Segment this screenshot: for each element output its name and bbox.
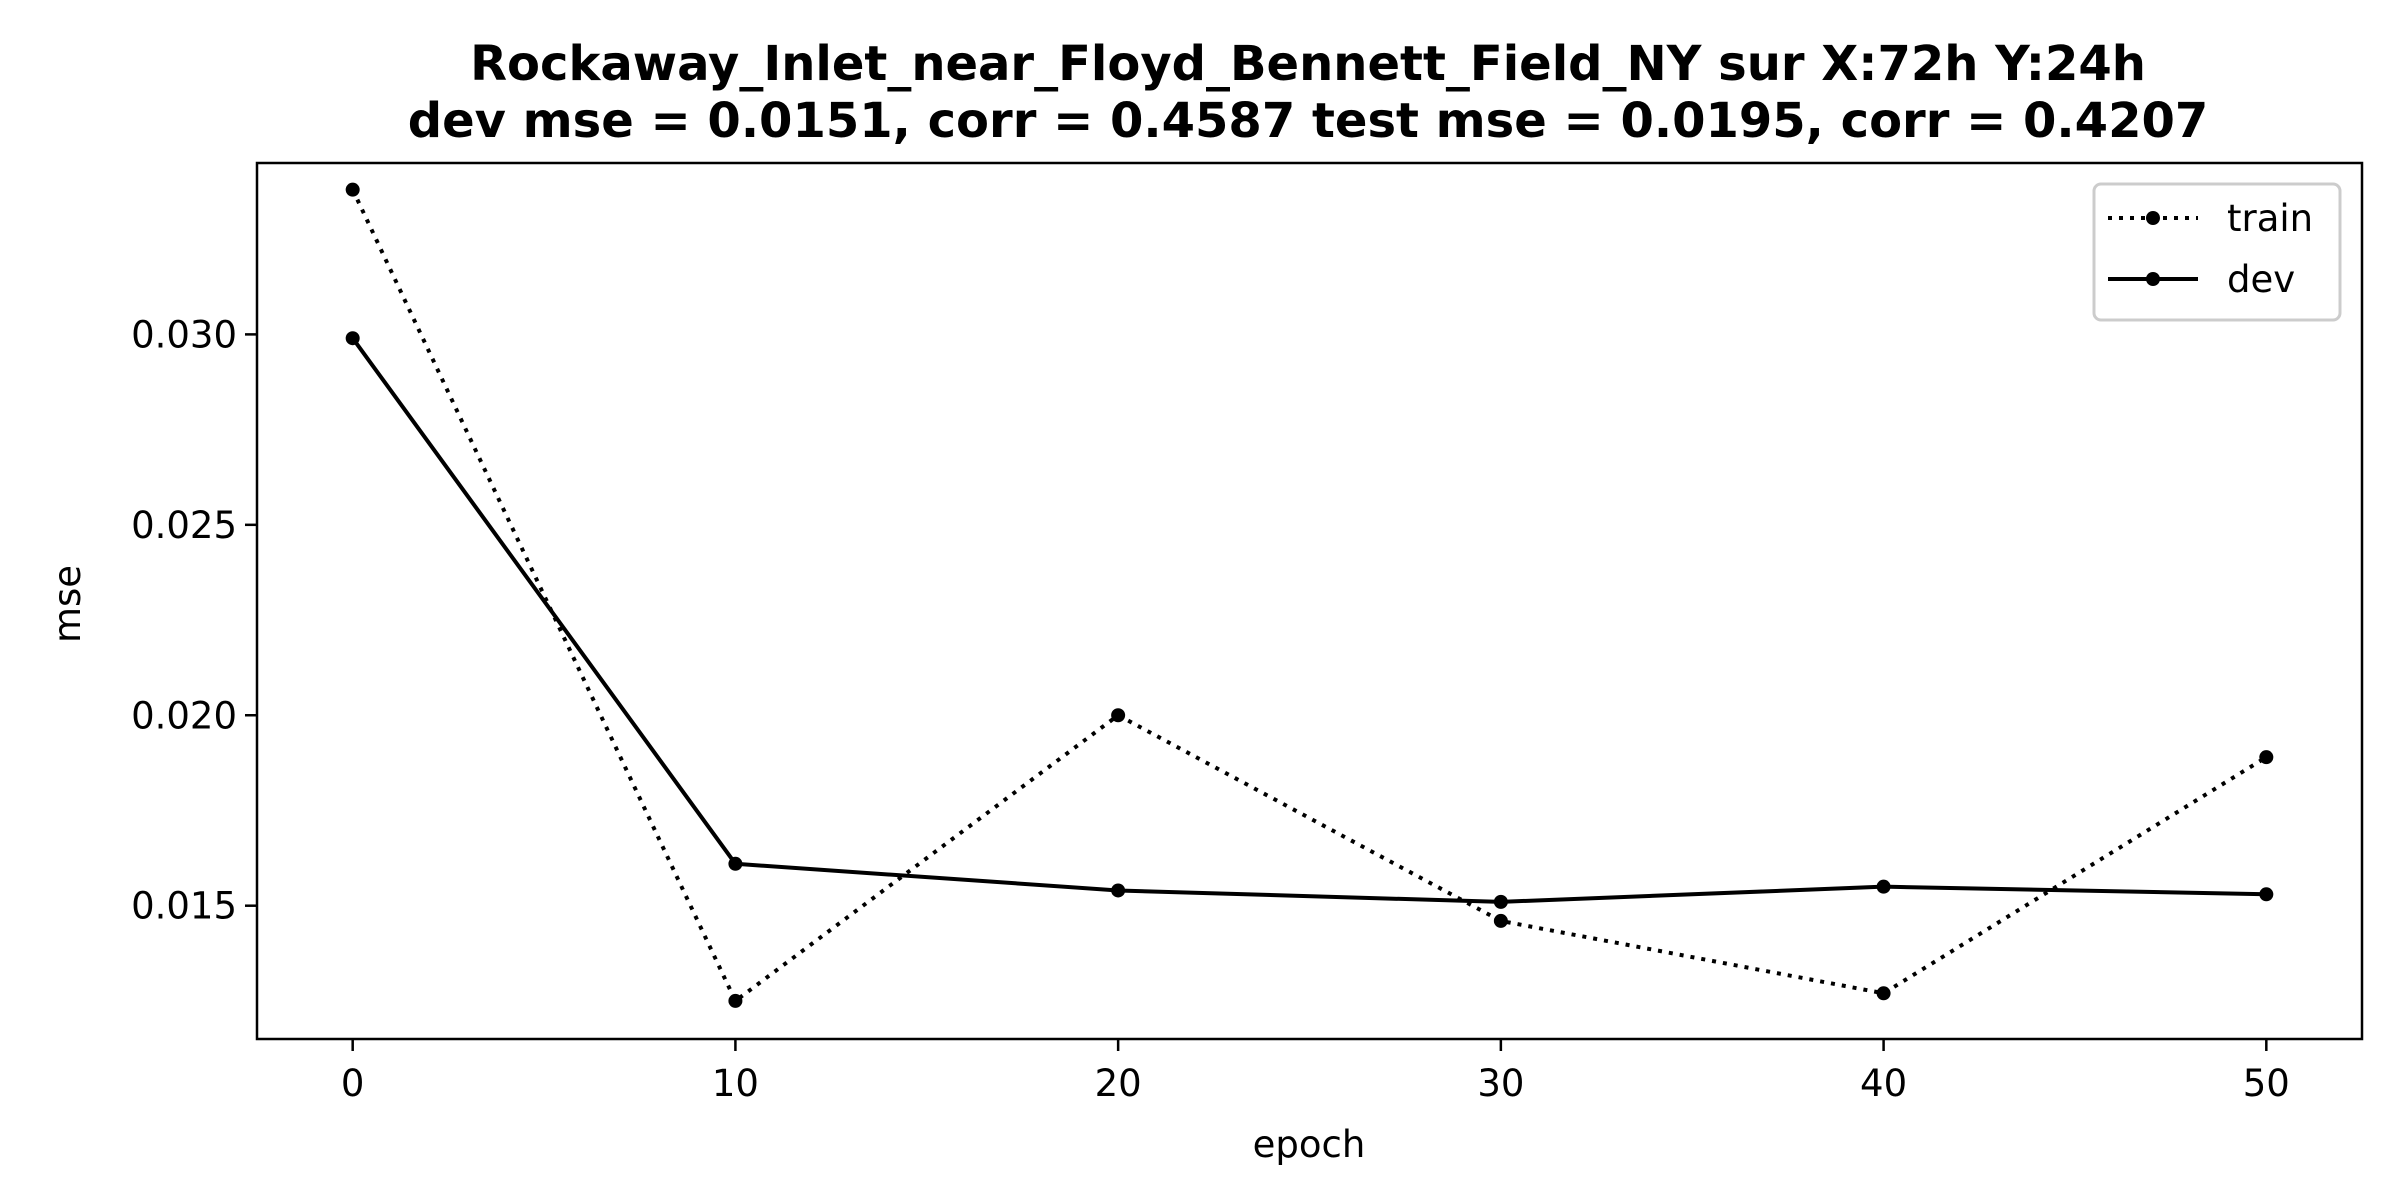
data-point-train — [1111, 708, 1126, 723]
data-point-dev — [345, 331, 360, 346]
data-point-dev — [1493, 894, 1508, 909]
data-point-train — [728, 993, 743, 1008]
x-tick-label: 30 — [1477, 1062, 1524, 1105]
chart-title: Rockaway_Inlet_near_Floyd_Bennett_Field_… — [470, 36, 2146, 92]
legend-train-marker — [2146, 211, 2160, 225]
data-point-dev — [1111, 883, 1126, 898]
plot-area: 0 10 20 30 40 50 0.015 0.020 0.025 0.030 — [131, 161, 2364, 1105]
x-tick-label: 0 — [341, 1062, 365, 1105]
data-point-train — [1493, 913, 1508, 928]
y-tick-label: 0.015 — [131, 885, 237, 928]
data-point-train — [1876, 986, 1891, 1001]
chart-subtitle: dev mse = 0.0151, corr = 0.4587 test mse… — [408, 93, 2209, 149]
y-tick-label: 0.025 — [131, 504, 237, 547]
data-point-dev — [2259, 887, 2274, 902]
x-axis-label: epoch — [1253, 1123, 1366, 1166]
x-tick-label: 20 — [1095, 1062, 1142, 1105]
x-tick-label: 10 — [712, 1062, 759, 1105]
legend-dev-marker — [2146, 272, 2160, 286]
legend-dev-label: dev — [2227, 258, 2295, 301]
data-point-dev — [1876, 879, 1891, 894]
y-tick-label: 0.020 — [131, 694, 237, 737]
plot-frame — [255, 161, 2364, 1041]
data-point-dev — [728, 856, 743, 871]
data-point-train — [345, 182, 360, 197]
y-axis-label: mse — [46, 565, 89, 643]
y-tick-label: 0.030 — [131, 313, 237, 356]
legend-train-label: train — [2227, 197, 2313, 240]
x-tick-label: 50 — [2243, 1062, 2290, 1105]
data-point-train — [2259, 750, 2274, 765]
x-tick-label: 40 — [1860, 1062, 1907, 1105]
series-line-dev — [351, 337, 2267, 904]
legend: train dev — [2092, 182, 2342, 322]
